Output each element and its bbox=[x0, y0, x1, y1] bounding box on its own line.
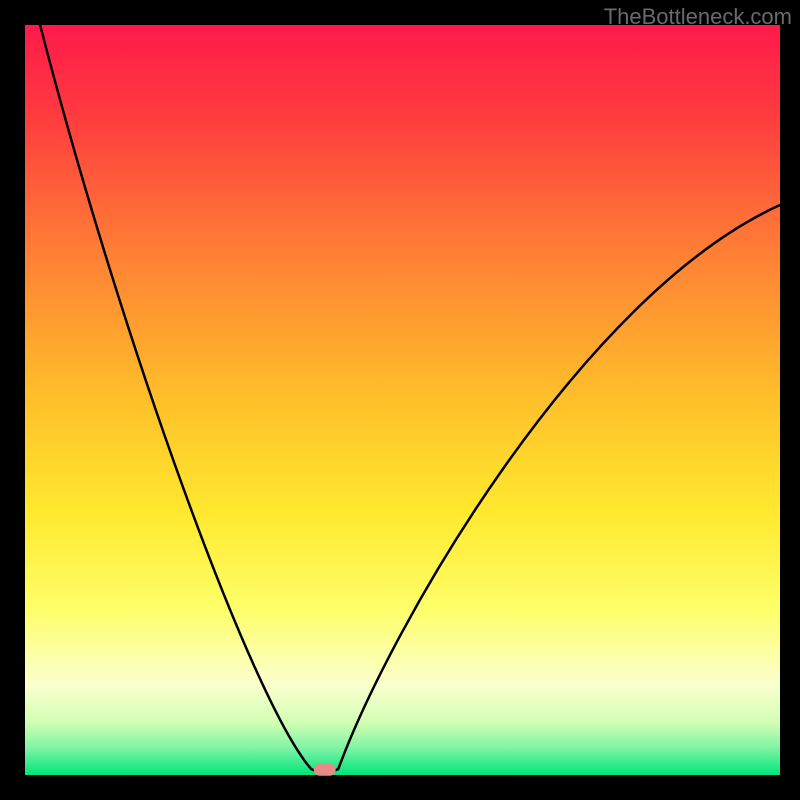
chart-canvas: TheBottleneck.com bbox=[0, 0, 800, 800]
optimum-marker bbox=[314, 764, 336, 776]
plot-overlay bbox=[0, 0, 800, 800]
watermark-text: TheBottleneck.com bbox=[604, 4, 792, 30]
bottleneck-curve bbox=[40, 25, 780, 772]
